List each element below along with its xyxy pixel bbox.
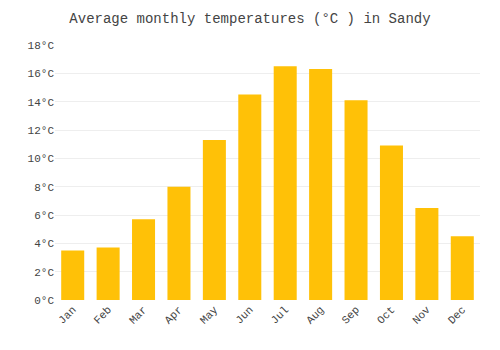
svg-text:Apr: Apr <box>162 304 184 326</box>
svg-text:May: May <box>198 304 221 327</box>
svg-text:Feb: Feb <box>92 304 114 326</box>
svg-text:14°C: 14°C <box>28 97 55 109</box>
svg-text:6°C: 6°C <box>34 210 54 222</box>
svg-text:18°C: 18°C <box>28 40 55 52</box>
svg-text:Aug: Aug <box>304 304 326 326</box>
svg-text:Dec: Dec <box>446 304 468 326</box>
svg-text:4°C: 4°C <box>34 238 54 250</box>
svg-text:0°C: 0°C <box>34 295 54 307</box>
svg-text:Nov: Nov <box>410 304 433 327</box>
svg-text:12°C: 12°C <box>28 125 55 137</box>
svg-text:Jan: Jan <box>56 304 78 326</box>
svg-text:Jul: Jul <box>269 304 291 326</box>
svg-text:Average monthly temperatures (: Average monthly temperatures (°C ) in Sa… <box>69 11 430 27</box>
svg-text:Mar: Mar <box>127 304 149 326</box>
svg-text:Sep: Sep <box>340 304 362 326</box>
svg-text:Oct: Oct <box>375 304 397 326</box>
svg-text:10°C: 10°C <box>28 153 55 165</box>
svg-text:Jun: Jun <box>233 304 255 326</box>
svg-text:2°C: 2°C <box>34 267 54 279</box>
svg-text:16°C: 16°C <box>28 68 55 80</box>
svg-text:8°C: 8°C <box>34 182 54 194</box>
